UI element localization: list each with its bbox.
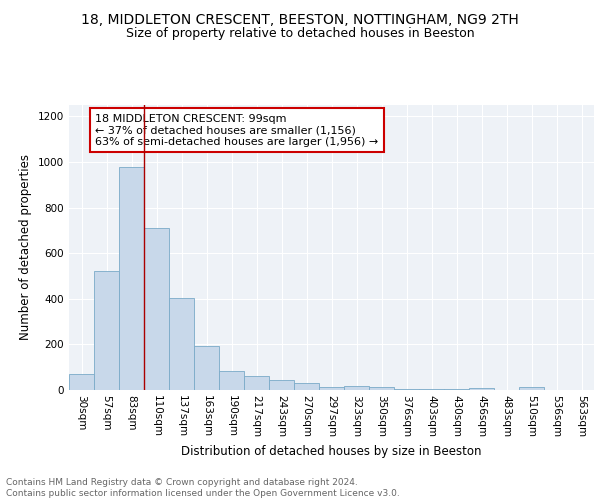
Bar: [294, 382, 319, 390]
Bar: [394, 389, 419, 390]
Bar: [144, 228, 169, 390]
Bar: [119, 166, 144, 390]
Text: 18, MIDDLETON CRESCENT, BEESTON, NOTTINGHAM, NG9 2TH: 18, MIDDLETON CRESCENT, BEESTON, NOTTING…: [81, 12, 519, 26]
Bar: [369, 386, 394, 390]
X-axis label: Distribution of detached houses by size in Beeston: Distribution of detached houses by size …: [181, 446, 482, 458]
Bar: [419, 389, 444, 390]
Bar: [469, 388, 494, 390]
Bar: [69, 374, 94, 390]
Bar: [94, 272, 119, 390]
Text: 18 MIDDLETON CRESCENT: 99sqm
← 37% of detached houses are smaller (1,156)
63% of: 18 MIDDLETON CRESCENT: 99sqm ← 37% of de…: [95, 114, 379, 147]
Bar: [244, 376, 269, 390]
Bar: [319, 386, 344, 390]
Text: Size of property relative to detached houses in Beeston: Size of property relative to detached ho…: [125, 28, 475, 40]
Text: Contains HM Land Registry data © Crown copyright and database right 2024.
Contai: Contains HM Land Registry data © Crown c…: [6, 478, 400, 498]
Bar: [194, 346, 219, 390]
Bar: [169, 298, 194, 390]
Y-axis label: Number of detached properties: Number of detached properties: [19, 154, 32, 340]
Bar: [444, 389, 469, 390]
Bar: [519, 388, 544, 390]
Bar: [344, 386, 369, 390]
Bar: [219, 370, 244, 390]
Bar: [269, 380, 294, 390]
